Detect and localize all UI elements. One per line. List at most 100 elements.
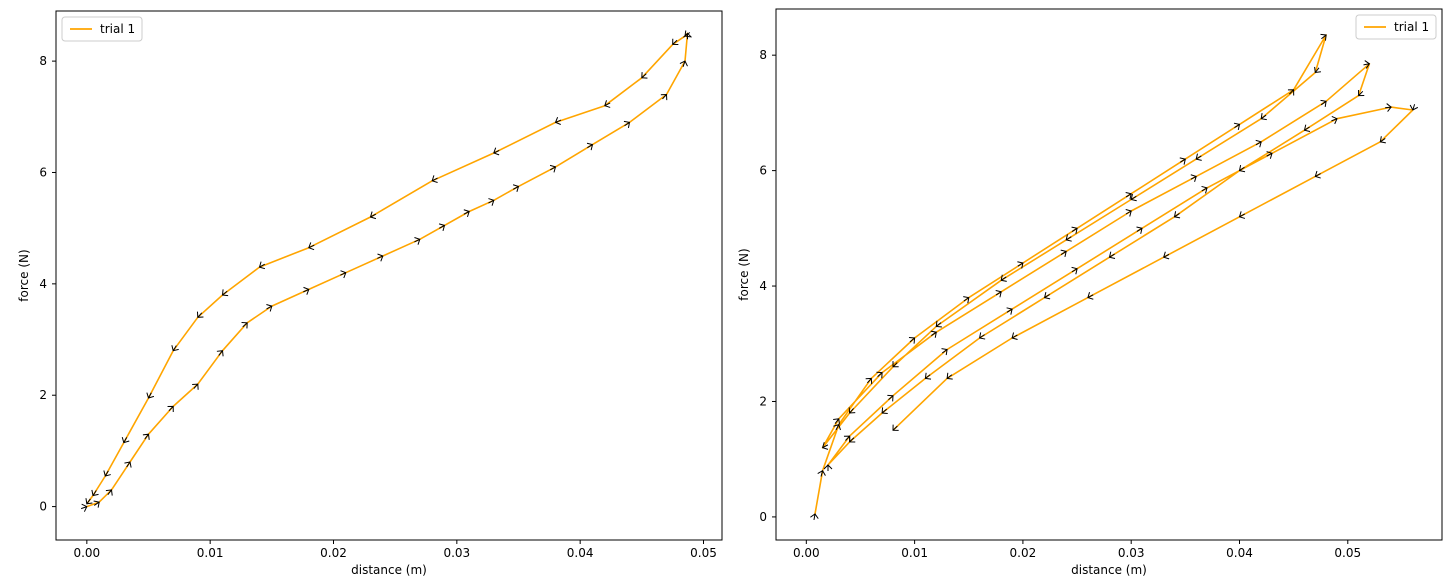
series-point-marker <box>463 209 470 218</box>
series-point-marker <box>1238 164 1246 173</box>
series-point-marker <box>924 372 932 380</box>
series-point-marker <box>1260 113 1267 121</box>
series-point-marker <box>684 30 691 38</box>
x-tick-label: 0.00 <box>793 546 820 560</box>
x-tick-label: 0.04 <box>1226 546 1253 560</box>
series-point-marker <box>1125 209 1132 217</box>
x-tick-label: 0.01 <box>197 546 224 560</box>
series-point-marker <box>995 290 1002 298</box>
series-point-marker <box>493 147 500 156</box>
y-tick-label: 2 <box>759 394 767 408</box>
series-line-1 <box>814 34 1414 515</box>
y-tick-label: 0 <box>39 500 47 514</box>
y-tick-label: 2 <box>39 388 47 402</box>
series-point-marker <box>91 489 99 497</box>
series-point-marker <box>908 336 916 344</box>
plot-area <box>810 33 1419 520</box>
series-point-marker <box>1303 124 1311 132</box>
series-point-marker <box>1017 261 1024 269</box>
series-point-marker <box>105 489 113 496</box>
series-point-marker <box>823 464 833 471</box>
series-point-marker <box>1071 226 1078 234</box>
series-point-marker <box>1173 211 1181 219</box>
series-point-marker <box>488 198 495 206</box>
series-point-marker <box>1363 60 1371 69</box>
series-point-marker <box>1071 266 1078 275</box>
series-point-marker <box>963 296 970 304</box>
y-tick-label: 8 <box>759 48 767 62</box>
series-point-marker <box>672 38 679 45</box>
series-point-marker <box>1006 307 1013 315</box>
series-point-marker <box>192 383 199 390</box>
series-point-marker <box>817 470 826 477</box>
series-point-marker <box>1201 185 1208 194</box>
x-tick-label: 0.03 <box>443 546 470 560</box>
series-point-marker <box>171 345 179 352</box>
series-point-marker <box>1087 292 1094 300</box>
series-point-marker <box>843 435 851 442</box>
legend-box <box>1355 14 1437 40</box>
legend: trial 1 <box>61 16 143 42</box>
series-point-marker <box>881 407 888 415</box>
y-tick-label: 6 <box>759 164 767 178</box>
x-tick-label: 0.01 <box>901 546 928 560</box>
series-point-marker <box>121 437 130 444</box>
series-point-marker <box>892 361 899 368</box>
series-point-marker <box>1331 115 1338 125</box>
series-point-marker <box>1043 291 1051 300</box>
y-axis-label: force (N) <box>737 248 751 300</box>
legend-label: trial 1 <box>1394 20 1429 34</box>
series-point-marker <box>80 503 88 512</box>
series-point-marker <box>266 304 273 312</box>
series-point-marker <box>1287 89 1295 96</box>
series-point-marker <box>1314 66 1321 74</box>
series-point-marker <box>1195 153 1202 161</box>
series-point-marker <box>554 116 562 125</box>
series-point-marker <box>1314 170 1321 179</box>
series-point-marker <box>221 289 229 297</box>
series-point-marker <box>431 175 438 183</box>
x-tick-label: 0.03 <box>1118 546 1145 560</box>
series-point-marker <box>1358 89 1365 97</box>
series-point-marker <box>303 286 310 295</box>
series-point-marker <box>1163 251 1170 260</box>
series-point-marker <box>1108 251 1116 259</box>
series-point-marker <box>241 322 248 329</box>
series-point-marker <box>1385 103 1392 112</box>
legend-box <box>61 16 143 42</box>
chart-1: 0.00 0.01 0.02 0.03 0.04 0.05 0 2 4 6 8 distance (m… <box>17 10 723 577</box>
chart-2: 0.00 0.01 0.02 0.03 0.04 0.05 0 2 4 6 8 distance (m… <box>737 8 1443 577</box>
series-point-marker <box>369 211 377 220</box>
series-point-marker <box>1233 122 1241 131</box>
series-point-marker <box>586 142 594 151</box>
series-point-marker <box>1125 191 1132 200</box>
legend-label: trial 1 <box>100 22 135 36</box>
series-point-marker <box>146 392 155 399</box>
series-point-marker <box>1190 174 1197 182</box>
series-point-marker <box>935 320 942 328</box>
series-point-marker <box>512 184 520 192</box>
x-tick-label: 0.00 <box>73 546 100 560</box>
axes-frame <box>55 10 723 541</box>
series-point-marker <box>377 253 384 262</box>
series-point-marker <box>833 418 840 425</box>
series-point-marker <box>810 513 819 520</box>
series-point-marker <box>85 498 93 505</box>
series-point-marker <box>892 424 899 431</box>
series-point-marker <box>1000 274 1007 282</box>
series-point-marker <box>641 72 648 79</box>
series-point-marker <box>308 242 315 251</box>
series-line-1 <box>86 32 689 508</box>
x-axis-label: distance (m) <box>1071 563 1147 577</box>
y-tick-label: 6 <box>39 165 47 179</box>
series-point-marker <box>1320 33 1327 41</box>
x-tick-label: 0.05 <box>690 546 717 560</box>
series-point-marker <box>1320 99 1327 107</box>
y-tick-label: 4 <box>759 279 767 293</box>
series-point-marker <box>216 350 224 357</box>
series-point-marker <box>167 405 174 413</box>
series-point-marker <box>103 470 111 477</box>
series-point-marker <box>258 261 266 270</box>
series-point-marker <box>623 120 631 129</box>
